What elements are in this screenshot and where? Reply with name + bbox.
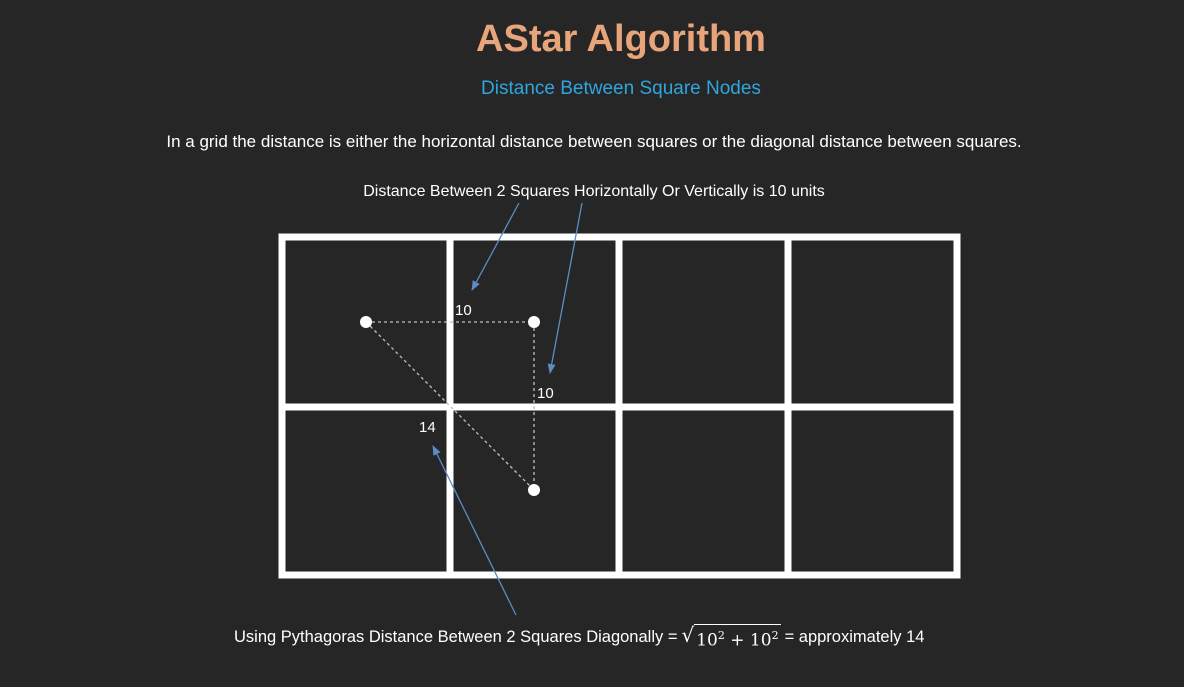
horizontal-distance-caption: Distance Between 2 Squares Horizontally … xyxy=(363,183,825,200)
grid xyxy=(278,233,961,579)
sqrt-formula: √ 102 + 102 xyxy=(681,623,781,651)
diagonal-distance-caption: Using Pythagoras Distance Between 2 Squa… xyxy=(234,624,924,651)
sqrt-radicand: 102 + 102 xyxy=(694,624,781,651)
diagonal-caption-suffix: = approximately 14 xyxy=(784,627,925,646)
page-title: AStar Algorithm xyxy=(476,18,766,60)
intro-text: In a grid the distance is either the hor… xyxy=(166,132,1022,151)
node-horizontal-neighbor xyxy=(528,316,540,328)
sqrt-radical-symbol: √ xyxy=(681,623,695,647)
vertical-distance-label: 10 xyxy=(537,385,554,402)
diagonal-caption-prefix: Using Pythagoras Distance Between 2 Squa… xyxy=(234,627,678,646)
vertical-annotation-arrow xyxy=(547,202,583,374)
page-subtitle: Distance Between Square Nodes xyxy=(481,78,761,99)
diagonal-distance-label: 14 xyxy=(419,419,436,436)
node-diagonal-neighbor xyxy=(528,484,540,496)
horizontal-distance-label: 10 xyxy=(455,302,472,319)
node-start xyxy=(360,316,372,328)
diagonal-annotation-arrow xyxy=(432,445,517,616)
horizontal-annotation-arrow xyxy=(471,202,520,291)
